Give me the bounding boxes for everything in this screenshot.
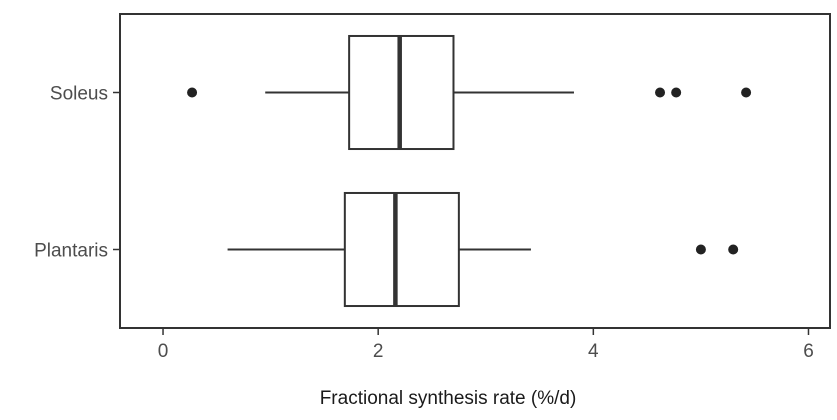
box: [343, 191, 460, 308]
outlier-point: [187, 87, 198, 98]
x-axis: 0 2 4 6: [158, 328, 814, 362]
x-tick-label: 2: [373, 341, 384, 362]
x-axis-label: Fractional synthesis rate (%/d): [320, 388, 577, 409]
outlier-point: [671, 87, 682, 98]
outlier-point: [741, 87, 752, 98]
plot-panel: [119, 13, 831, 329]
outlier-point: [655, 87, 666, 98]
boxes: [187, 34, 752, 308]
x-tick-label: 6: [803, 341, 814, 362]
y-axis: Soleus Plantaris: [34, 84, 120, 262]
x-tick-label: 0: [158, 341, 169, 362]
box-group-plantaris: [227, 191, 739, 308]
y-tick-label: Plantaris: [34, 241, 108, 262]
y-tick-label: Soleus: [50, 84, 108, 105]
x-tick-label: 4: [588, 341, 599, 362]
box-group-soleus: [187, 34, 752, 151]
outlier-point: [728, 244, 739, 255]
outlier-point: [695, 244, 706, 255]
